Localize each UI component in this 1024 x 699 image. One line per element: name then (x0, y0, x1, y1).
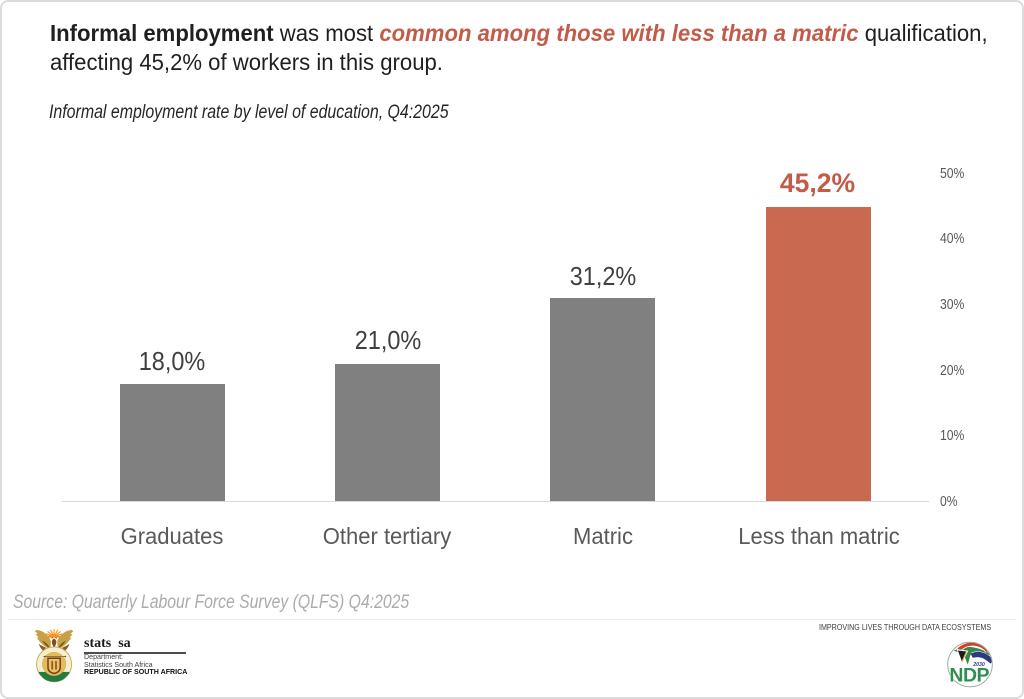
svg-text:NDP: NDP (949, 664, 989, 686)
svg-text:2030: 2030 (972, 662, 985, 668)
